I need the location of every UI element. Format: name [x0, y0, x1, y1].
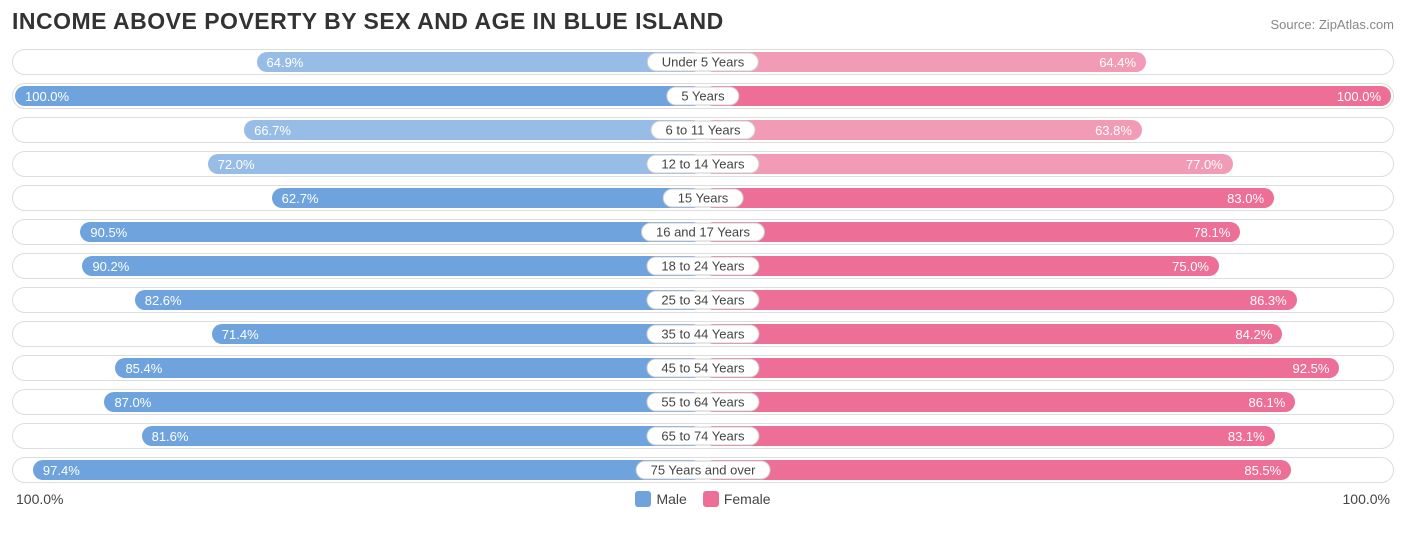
chart-row: 97.4%85.5%75 Years and over: [12, 457, 1394, 483]
axis-row: 100.0% Male Female 100.0%: [12, 491, 1394, 507]
bar-male: 97.4%: [33, 460, 703, 480]
category-label: 75 Years and over: [636, 461, 771, 480]
chart-row: 66.7%63.8%6 to 11 Years: [12, 117, 1394, 143]
bar-male: 62.7%: [272, 188, 703, 208]
chart-row: 90.2%75.0%18 to 24 Years: [12, 253, 1394, 279]
category-label: 15 Years: [663, 189, 744, 208]
legend: Male Female: [635, 491, 770, 507]
chart-title: INCOME ABOVE POVERTY BY SEX AND AGE IN B…: [12, 8, 724, 35]
bar-male: 66.7%: [244, 120, 703, 140]
chart-area: 64.9%64.4%Under 5 Years 100.0%100.0%5 Yea…: [12, 49, 1394, 483]
bar-female: 100.0%: [703, 86, 1391, 106]
chart-row: 90.5%78.1%16 and 17 Years: [12, 219, 1394, 245]
legend-label-male: Male: [656, 491, 686, 507]
bar-female: 83.1%: [703, 426, 1275, 446]
chart-row: 62.7%83.0%15 Years: [12, 185, 1394, 211]
category-label: 35 to 44 Years: [646, 325, 759, 344]
legend-label-female: Female: [724, 491, 771, 507]
bar-female: 75.0%: [703, 256, 1219, 276]
bar-male: 90.5%: [80, 222, 703, 242]
bar-male: 85.4%: [115, 358, 703, 378]
bar-female: 83.0%: [703, 188, 1274, 208]
bar-male: 87.0%: [104, 392, 703, 412]
bar-female: 77.0%: [703, 154, 1233, 174]
bar-male: 90.2%: [82, 256, 703, 276]
chart-row: 81.6%83.1%65 to 74 Years: [12, 423, 1394, 449]
header: INCOME ABOVE POVERTY BY SEX AND AGE IN B…: [12, 8, 1394, 35]
bar-female: 86.1%: [703, 392, 1295, 412]
category-label: 16 and 17 Years: [641, 223, 765, 242]
category-label: Under 5 Years: [647, 53, 759, 72]
chart-row: 64.9%64.4%Under 5 Years: [12, 49, 1394, 75]
chart-row: 100.0%100.0%5 Years: [12, 83, 1394, 109]
chart-row: 82.6%86.3%25 to 34 Years: [12, 287, 1394, 313]
legend-swatch-female: [703, 491, 719, 507]
bar-female: 86.3%: [703, 290, 1297, 310]
category-label: 6 to 11 Years: [651, 121, 756, 140]
axis-left-label: 100.0%: [16, 491, 63, 507]
bar-male: 71.4%: [212, 324, 703, 344]
chart-row: 71.4%84.2%35 to 44 Years: [12, 321, 1394, 347]
chart-row: 87.0%86.1%55 to 64 Years: [12, 389, 1394, 415]
chart-source: Source: ZipAtlas.com: [1270, 17, 1394, 32]
category-label: 45 to 54 Years: [646, 359, 759, 378]
bar-female: 78.1%: [703, 222, 1240, 242]
bar-male: 72.0%: [208, 154, 703, 174]
legend-item-female: Female: [703, 491, 771, 507]
chart-container: INCOME ABOVE POVERTY BY SEX AND AGE IN B…: [0, 0, 1406, 519]
bar-female: 64.4%: [703, 52, 1146, 72]
axis-right-label: 100.0%: [1343, 491, 1390, 507]
bar-female: 92.5%: [703, 358, 1339, 378]
legend-swatch-male: [635, 491, 651, 507]
category-label: 5 Years: [666, 87, 739, 106]
bar-female: 63.8%: [703, 120, 1142, 140]
bar-male: 82.6%: [135, 290, 703, 310]
category-label: 12 to 14 Years: [646, 155, 759, 174]
bar-male: 100.0%: [15, 86, 703, 106]
bar-male: 64.9%: [257, 52, 704, 72]
category-label: 65 to 74 Years: [646, 427, 759, 446]
category-label: 25 to 34 Years: [646, 291, 759, 310]
legend-item-male: Male: [635, 491, 686, 507]
bar-male: 81.6%: [142, 426, 703, 446]
category-label: 55 to 64 Years: [646, 393, 759, 412]
chart-row: 72.0%77.0%12 to 14 Years: [12, 151, 1394, 177]
chart-row: 85.4%92.5%45 to 54 Years: [12, 355, 1394, 381]
bar-female: 84.2%: [703, 324, 1282, 344]
bar-female: 85.5%: [703, 460, 1291, 480]
category-label: 18 to 24 Years: [646, 257, 759, 276]
